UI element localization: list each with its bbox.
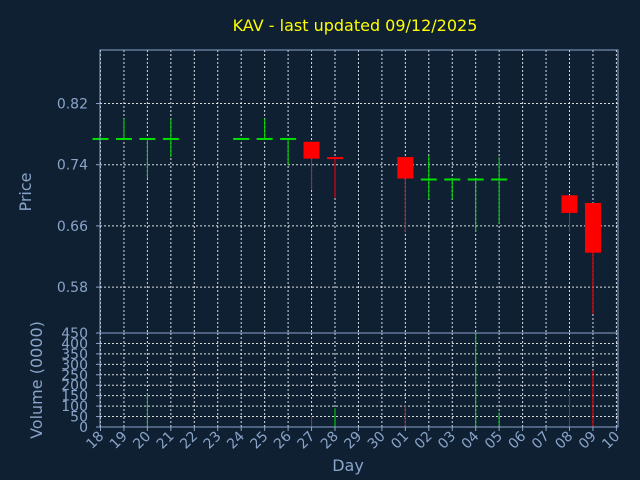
candle-body <box>115 137 132 140</box>
volume-axis-label: Volume (0000) <box>27 321 46 439</box>
volume-tick-label: 250 <box>61 368 88 384</box>
day-tick-label: 02 <box>412 429 436 453</box>
candle-body <box>162 137 179 140</box>
day-tick-label: 28 <box>318 429 342 453</box>
day-tick-label: 30 <box>365 429 389 453</box>
day-tick-label: 29 <box>341 429 365 453</box>
volume-plot-frame <box>99 332 619 428</box>
day-tick-label: 19 <box>107 429 131 453</box>
day-tick-label: 27 <box>294 429 318 453</box>
volume-tick-label: 50 <box>70 410 88 426</box>
day-tick-label: 21 <box>154 429 178 453</box>
day-tick-label: 01 <box>388 429 412 453</box>
price-tick-label: 0.66 <box>57 219 88 235</box>
price-panel: 0.58 0.66 0.74 0.82 Price <box>16 49 619 334</box>
day-tick-label: 07 <box>529 429 553 453</box>
price-plot-frame <box>99 49 619 334</box>
candle-body <box>444 178 461 181</box>
candle-body <box>280 137 297 140</box>
chart-title: KAV - last updated 09/12/2025 <box>233 16 478 35</box>
volume-tick-label: 150 <box>61 389 88 405</box>
day-tick-label: 20 <box>130 429 154 453</box>
day-tick-label: 03 <box>435 429 459 453</box>
candle-body <box>327 157 343 160</box>
candle-body <box>139 137 156 140</box>
day-tick-label: 10 <box>599 429 623 453</box>
day-axis-label: Day <box>332 456 364 475</box>
candle-body <box>491 178 508 181</box>
volume-tick-label: 350 <box>61 347 88 363</box>
candle-body <box>303 141 320 159</box>
day-tick-label: 05 <box>482 429 506 453</box>
day-tick-label: 23 <box>201 429 225 453</box>
candle-body <box>467 178 484 181</box>
price-tick-label: 0.82 <box>57 97 88 113</box>
candle-body <box>420 178 437 181</box>
volume-tick-label: 0 <box>79 420 88 436</box>
volume-tick-label: 200 <box>61 378 88 394</box>
price-axis-label: Price <box>16 172 35 211</box>
day-tick-label: 08 <box>552 429 576 453</box>
day-tick-label: 26 <box>271 428 295 452</box>
price-tick-label: 0.74 <box>57 158 88 174</box>
candle-body <box>256 137 273 140</box>
day-tick-label: 04 <box>459 428 483 452</box>
candle-body <box>584 202 601 253</box>
volume-tick-label: 300 <box>61 357 88 373</box>
day-tick-label: 09 <box>576 429 600 453</box>
volume-tick-label: 400 <box>61 336 88 352</box>
volume-tick-label: 450 <box>61 326 88 342</box>
candle-body <box>561 195 578 213</box>
candle-body <box>397 157 414 179</box>
volume-tick-label: 100 <box>61 399 88 415</box>
price-tick-label: 0.58 <box>57 280 88 296</box>
day-tick-label: 22 <box>177 429 201 453</box>
day-tick-label: 25 <box>248 429 272 453</box>
candle-body <box>233 137 250 140</box>
day-tick-label: 06 <box>506 428 530 452</box>
day-tick-label: 24 <box>224 428 248 452</box>
